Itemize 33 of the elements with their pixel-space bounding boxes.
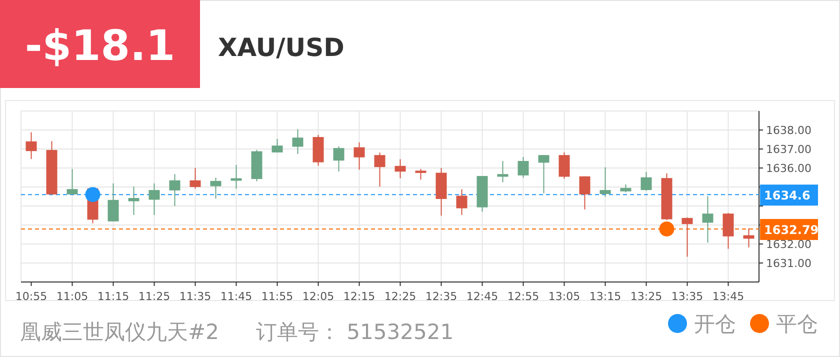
legend-label: 平仓	[776, 312, 818, 336]
ref-line-label: 1632.79	[764, 222, 819, 237]
legend-label: 开仓	[694, 312, 736, 336]
x-tick-label: 11:35	[179, 290, 212, 303]
x-tick-label: 12:05	[302, 290, 334, 303]
x-tick-label: 11:15	[97, 290, 130, 303]
x-tick-label: 12:45	[466, 290, 498, 303]
y-tick-label: 1632.00	[766, 238, 812, 251]
x-tick-label: 13:15	[589, 290, 622, 303]
badge: -$18.1	[0, 0, 200, 88]
text: 订单号： 51532521	[256, 320, 454, 344]
x-tick-label: 11:45	[220, 290, 252, 303]
x-tick-label: 13:45	[712, 290, 744, 303]
x-tick-label: 13:35	[671, 290, 704, 303]
x-tick-label: 12:25	[384, 290, 416, 303]
x-tick-label: 11:05	[56, 290, 88, 303]
legend-item: 平仓	[750, 312, 818, 336]
text: 凰威三世凤仪九天#2	[20, 320, 219, 344]
x-tick-label: 12:55	[507, 290, 540, 303]
y-tick-label: 1631.00	[766, 257, 812, 270]
chart-title: XAU/USD	[218, 33, 344, 62]
x-tick-label: 11:55	[261, 290, 294, 303]
x-tick-label: 12:15	[343, 290, 376, 303]
x-tick-label: 13:05	[548, 290, 580, 303]
y-tick-label: 1638.00	[766, 124, 812, 137]
y-tick-label: 1637.00	[766, 143, 812, 156]
x-tick-label: 10:55	[15, 290, 48, 303]
x-tick-label: 12:35	[425, 290, 458, 303]
x-tick-label: 11:25	[138, 290, 170, 303]
x-tick-label: 13:25	[630, 290, 662, 303]
legend-item: 开仓	[668, 312, 736, 336]
y-tick-label: 1636.00	[766, 162, 812, 175]
ref-line-label: 1634.6	[764, 188, 810, 203]
